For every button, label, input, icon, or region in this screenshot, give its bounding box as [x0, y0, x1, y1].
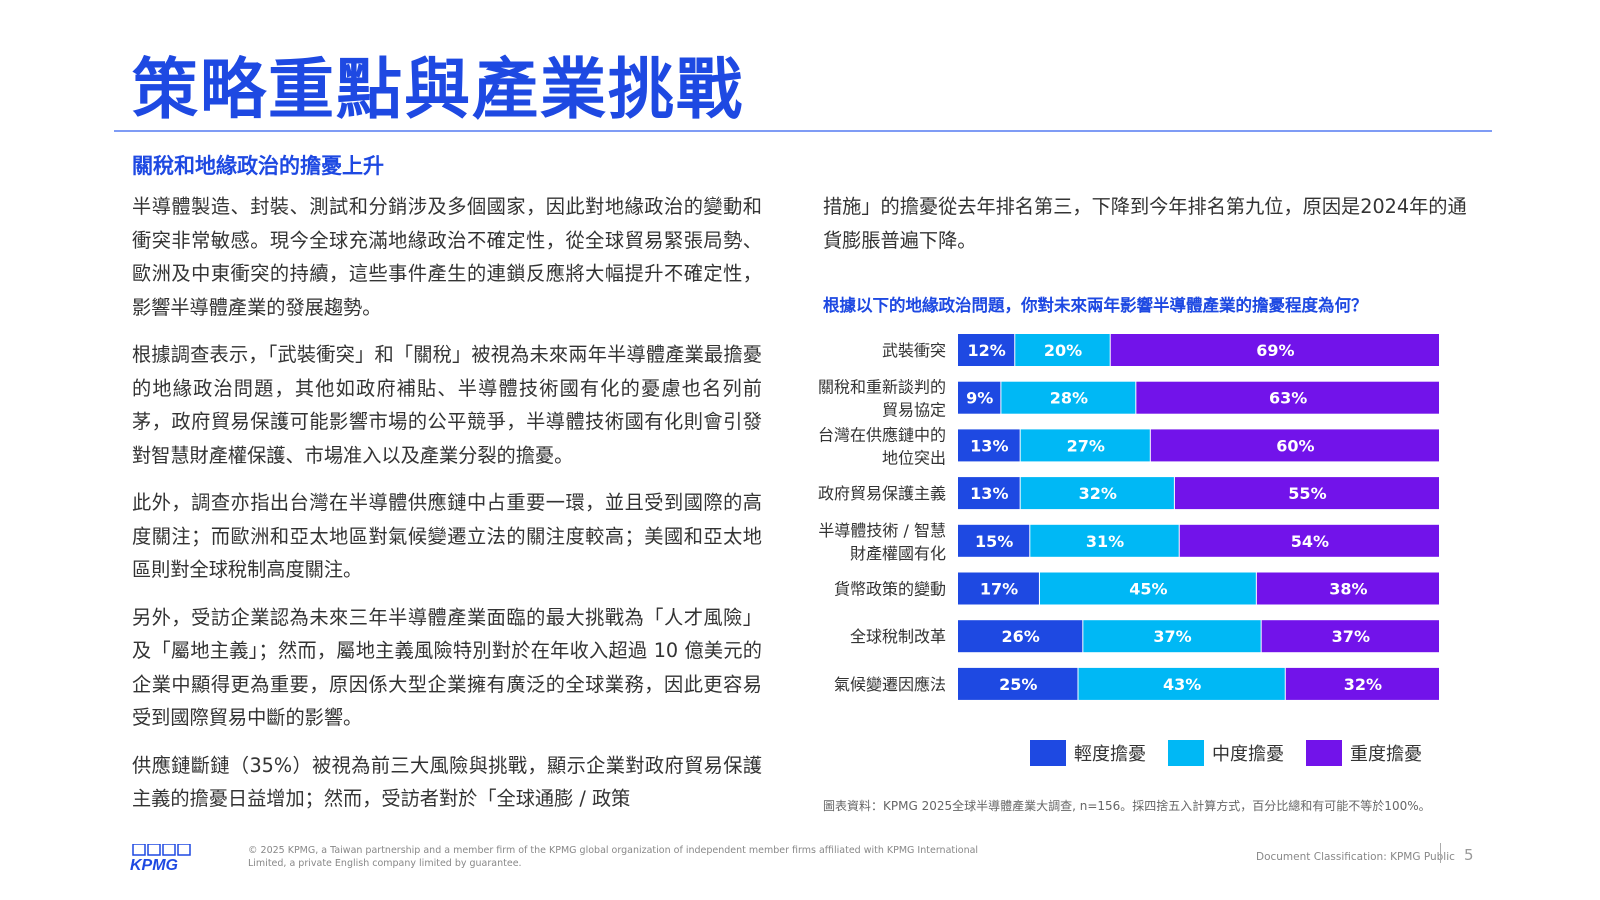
bar-segment	[1030, 524, 1179, 557]
data-label: 17%	[980, 580, 1018, 599]
category-label: 台灣在供應鏈中的	[818, 425, 946, 444]
data-label: 13%	[970, 436, 1008, 455]
section-subtitle: 關稅和地緣政治的擔憂上升	[132, 154, 384, 178]
legend-swatch-medium	[1168, 740, 1204, 766]
bar-segment	[1039, 572, 1256, 605]
legend-label-light: 輕度擔憂	[1074, 744, 1146, 765]
category-label: 貨幣政策的變動	[834, 580, 946, 599]
data-label: 38%	[1329, 580, 1367, 599]
paragraph-5: 供應鏈斷鏈（35%）被視為前三大風險與挑戰，顯示企業對政府貿易保護主義的擔憂日益…	[132, 753, 762, 811]
paragraph-1: 半導體製造、封裝、測試和分銷涉及多個國家，因此對地緣政治的變動和衝突非常敏感。現…	[132, 195, 762, 319]
data-label: 63%	[1269, 389, 1307, 408]
data-label: 45%	[1129, 580, 1167, 599]
bar-segment	[1110, 334, 1439, 366]
data-label: 13%	[970, 484, 1008, 503]
kpmg-logo: KPMG	[130, 844, 191, 872]
bar-segment	[1083, 620, 1261, 653]
category-label: 貿易協定	[882, 401, 946, 420]
data-label: 32%	[1079, 484, 1117, 503]
body-text-right: 措施」的擔憂從去年排名第三，下降到今年排名第九位，原因是2024年的通貨膨脹普遍…	[823, 195, 1467, 252]
bar-segment	[958, 620, 1083, 653]
data-label: 28%	[1050, 389, 1088, 408]
body-text-left: 半導體製造、封裝、測試和分銷涉及多個國家，因此對地緣政治的變動和衝突非常敏感。現…	[132, 190, 762, 830]
data-label: 12%	[967, 341, 1005, 360]
footer-separator	[1440, 843, 1441, 863]
data-label: 37%	[1332, 627, 1370, 646]
chart-source-note: 圖表資料：KPMG 2025全球半導體產業大調查, n=156。採四捨五入計算方…	[823, 799, 1431, 813]
title-divider	[114, 130, 1492, 132]
category-label: 地位突出	[882, 448, 946, 467]
data-label: 69%	[1256, 341, 1294, 360]
data-label: 55%	[1288, 484, 1326, 503]
paragraph-2: 根據調查表示，「武裝衝突」和「關稅」被視為未來兩年半導體產業最擔憂的地緣政治問題…	[132, 343, 762, 467]
category-label: 財產權國有化	[850, 544, 946, 563]
data-label: 37%	[1153, 627, 1191, 646]
legend-item-medium: 中度擔憂	[1168, 740, 1284, 766]
bar-segment	[1261, 620, 1439, 653]
legend-label-medium: 中度擔憂	[1212, 744, 1284, 765]
chart-question: 根據以下的地緣政治問題，你對未來兩年影響半導體產業的擔憂程度為何？	[823, 296, 1368, 315]
footer-classification: Document Classification: KPMG Public	[1256, 851, 1455, 863]
legend-label-heavy: 重度擔憂	[1350, 744, 1422, 765]
data-label: 31%	[1086, 532, 1124, 551]
data-label: 26%	[1002, 627, 1040, 646]
data-label: 27%	[1067, 436, 1105, 455]
page-number: 5	[1464, 846, 1474, 864]
data-label: 9%	[966, 389, 993, 408]
category-label: 武裝衝突	[882, 341, 946, 360]
bar-segment	[1136, 381, 1439, 414]
svg-text:KPMG: KPMG	[130, 857, 178, 872]
data-label: 54%	[1291, 532, 1329, 551]
data-label: 15%	[975, 532, 1013, 551]
bar-segment	[958, 429, 1020, 462]
bar-segment	[958, 381, 1001, 414]
category-label: 氣候變遷因應法	[834, 675, 946, 694]
bar-segment	[1001, 381, 1136, 414]
data-label: 32%	[1344, 675, 1382, 694]
bar-segment	[958, 572, 1039, 605]
chart-legend: 輕度擔憂 中度擔憂 重度擔憂	[1030, 740, 1444, 766]
bar-segment	[1179, 524, 1439, 557]
legend-swatch-light	[1030, 740, 1066, 766]
page-title: 策略重點與產業挑戰	[132, 51, 744, 128]
bar-segment	[958, 524, 1030, 557]
data-label: 20%	[1044, 341, 1082, 360]
paragraph-3: 此外，調查亦指出台灣在半導體供應鏈中占重要一環，並且受到國際的高度關注；而歐洲和…	[132, 491, 762, 581]
bar-segment	[1174, 477, 1439, 510]
data-label: 25%	[999, 675, 1037, 694]
category-label: 全球稅制改革	[850, 627, 946, 646]
footer-copyright: © 2025 KPMG, a Taiwan partnership and a …	[248, 845, 979, 869]
bar-segment	[958, 477, 1020, 510]
bar-segment	[958, 334, 1015, 366]
bar-segment	[1285, 667, 1439, 700]
category-label: 政府貿易保護主義	[818, 484, 946, 503]
category-label: 關稅和重新談判的	[818, 378, 946, 397]
paragraph-4: 另外，受訪企業認為未來三年半導體產業面臨的最大挑戰為「人才風險」及「屬地主義」；…	[132, 605, 762, 730]
bar-segment	[1150, 429, 1439, 462]
bar-segment	[958, 667, 1078, 700]
legend-item-heavy: 重度擔憂	[1306, 740, 1422, 766]
bar-segment	[1020, 429, 1150, 462]
bar-segment	[1078, 667, 1285, 700]
bar-segment	[1015, 334, 1110, 366]
bar-segment	[1020, 477, 1174, 510]
legend-item-light: 輕度擔憂	[1030, 740, 1146, 766]
category-label: 半導體技術 / 智慧	[818, 521, 946, 540]
data-label: 60%	[1276, 436, 1314, 455]
bar-segment	[1256, 572, 1439, 605]
data-label: 43%	[1163, 675, 1201, 694]
legend-swatch-heavy	[1306, 740, 1342, 766]
